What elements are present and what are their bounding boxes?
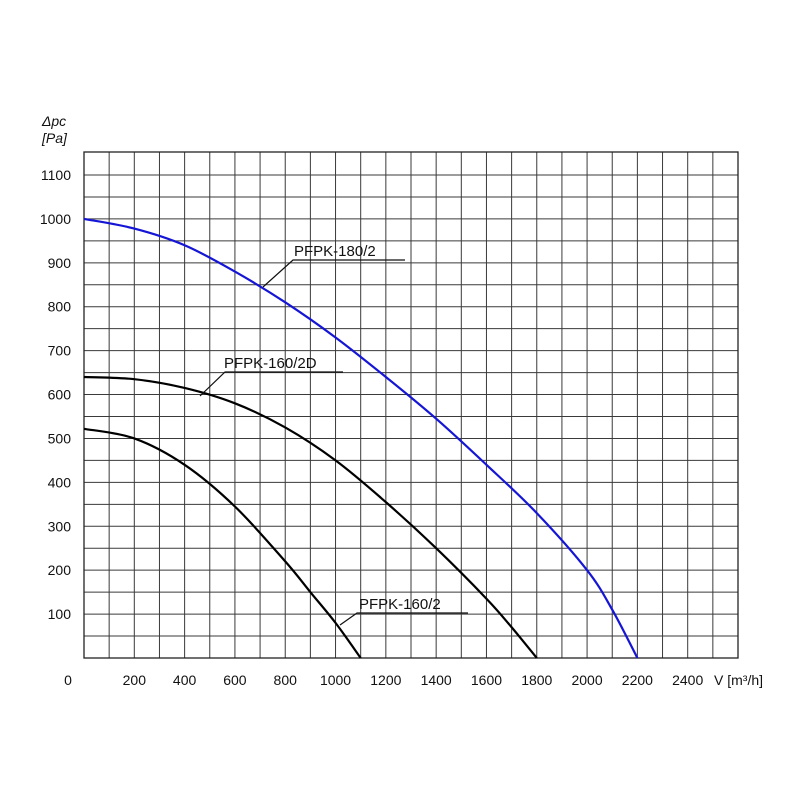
x-tick-label: 0 [64, 672, 72, 688]
y-tick-label: 800 [48, 299, 72, 315]
y-tick-label: 1100 [41, 167, 71, 183]
x-tick-label: 2200 [622, 672, 653, 688]
y-axis-title: Δpc [41, 113, 66, 129]
x-tick-label: 1200 [370, 672, 401, 688]
curve-pfpk-180-2 [83, 217, 639, 659]
series-label-pfpk-180-2: PFPK-180/2 [294, 243, 376, 260]
x-tick-label: 2400 [672, 672, 703, 688]
x-tick-label: 200 [123, 672, 147, 688]
y-tick-label: 400 [48, 474, 72, 490]
x-tick-label: 1000 [320, 672, 351, 688]
leader-pfpk-180-2 [262, 259, 405, 288]
x-tick-label: 800 [274, 672, 298, 688]
series-label-pfpk-160-2d: PFPK-160/2D [224, 355, 317, 372]
x-tick-label: 600 [223, 672, 247, 688]
x-tick-label: 2000 [571, 672, 602, 688]
leader-pfpk-160-2d [199, 371, 343, 397]
x-axis-title: V [m³/h] [714, 672, 763, 688]
leader-pfpk-160-2 [339, 612, 468, 626]
x-tick-label: 1600 [471, 672, 502, 688]
y-tick-label: 500 [48, 430, 72, 446]
plot-border [83, 151, 739, 659]
x-tick-label: 1400 [421, 672, 452, 688]
x-tick-label: 1800 [521, 672, 552, 688]
curve-pfpk-160-2 [83, 427, 362, 659]
curve-leader-lines [199, 259, 468, 626]
y-tick-label: 200 [48, 562, 72, 578]
x-tick-label: 400 [173, 672, 197, 688]
plot-frame [83, 151, 739, 659]
y-tick-label: 300 [48, 518, 72, 534]
grid [84, 152, 738, 658]
series-curves [83, 217, 639, 659]
y-tick-label: 1000 [40, 211, 71, 227]
series-label-pfpk-160-2: PFPK-160/2 [359, 596, 441, 613]
y-tick-label: 100 [48, 606, 72, 622]
y-tick-label: 900 [48, 255, 72, 271]
y-tick-label: 700 [48, 343, 72, 359]
y-tick-label: 600 [48, 387, 72, 403]
curve-pfpk-160-2d [83, 375, 538, 659]
y-axis-unit: [Pa] [41, 130, 68, 146]
tick-labels: 0 200 400 600 800 1000 1200 1400 1600 1800 2000 220… [40, 167, 704, 688]
